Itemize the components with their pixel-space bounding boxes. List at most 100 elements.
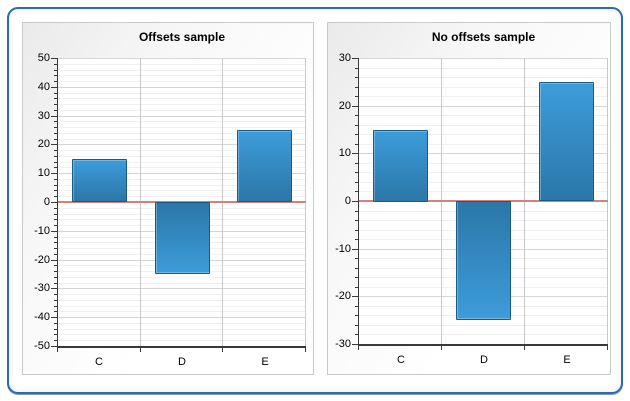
y-minor-tick bbox=[355, 125, 358, 126]
y-major-tick bbox=[51, 87, 57, 88]
y-axis-label: 20 bbox=[37, 138, 50, 150]
y-minor-tick bbox=[54, 306, 57, 307]
major-gridline bbox=[58, 116, 306, 117]
y-axis-label: 20 bbox=[338, 100, 351, 112]
y-minor-tick bbox=[54, 75, 57, 76]
minor-gridline bbox=[58, 156, 306, 157]
y-minor-tick bbox=[54, 214, 57, 215]
chart-title: Offsets sample bbox=[138, 30, 226, 44]
y-major-tick bbox=[352, 201, 358, 202]
y-major-tick bbox=[352, 58, 358, 59]
y-minor-tick bbox=[54, 196, 57, 197]
minor-gridline bbox=[359, 87, 608, 88]
y-minor-tick bbox=[355, 325, 358, 326]
y-minor-tick bbox=[54, 208, 57, 209]
y-minor-tick bbox=[54, 283, 57, 284]
x-axis-tick bbox=[305, 348, 306, 352]
bar-E[interactable] bbox=[237, 130, 292, 202]
minor-gridline bbox=[58, 133, 306, 134]
major-gridline bbox=[58, 288, 306, 289]
minor-gridline bbox=[58, 81, 306, 82]
y-minor-tick bbox=[355, 191, 358, 192]
y-minor-tick bbox=[355, 77, 358, 78]
x-axis-label: D bbox=[480, 354, 488, 366]
minor-gridline bbox=[58, 139, 306, 140]
y-minor-tick bbox=[355, 68, 358, 69]
minor-gridline bbox=[359, 172, 608, 173]
y-minor-tick bbox=[355, 172, 358, 173]
y-minor-tick bbox=[355, 144, 358, 145]
y-minor-tick bbox=[54, 254, 57, 255]
minor-gridline bbox=[359, 96, 608, 97]
major-gridline bbox=[58, 317, 306, 318]
x-axis-label: E bbox=[261, 356, 269, 368]
y-minor-tick bbox=[54, 156, 57, 157]
minor-gridline bbox=[58, 179, 306, 180]
minor-gridline bbox=[58, 283, 306, 284]
plot-area bbox=[359, 58, 608, 344]
major-gridline bbox=[359, 106, 608, 107]
y-major-tick bbox=[51, 116, 57, 117]
y-minor-tick bbox=[355, 134, 358, 135]
minor-gridline bbox=[58, 104, 306, 105]
x-axis-tick bbox=[140, 348, 141, 352]
bar-E[interactable] bbox=[539, 82, 594, 201]
y-minor-tick bbox=[54, 265, 57, 266]
minor-gridline bbox=[58, 98, 306, 99]
y-axis-label: -20 bbox=[34, 254, 50, 266]
minor-gridline bbox=[58, 167, 306, 168]
y-minor-tick bbox=[54, 311, 57, 312]
y-minor-tick bbox=[355, 258, 358, 259]
minor-gridline bbox=[359, 182, 608, 183]
y-minor-tick bbox=[54, 225, 57, 226]
bar-D[interactable] bbox=[155, 202, 210, 274]
y-axis-label: 50 bbox=[37, 52, 50, 64]
y-minor-tick bbox=[54, 277, 57, 278]
y-minor-tick bbox=[355, 163, 358, 164]
major-gridline bbox=[58, 58, 306, 59]
minor-gridline bbox=[58, 93, 306, 94]
minor-gridline bbox=[58, 294, 306, 295]
minor-gridline bbox=[359, 115, 608, 116]
y-minor-tick bbox=[355, 277, 358, 278]
y-minor-tick bbox=[54, 334, 57, 335]
y-axis-label: -10 bbox=[335, 243, 351, 255]
y-minor-tick bbox=[355, 287, 358, 288]
y-minor-tick bbox=[54, 271, 57, 272]
y-axis-label: -30 bbox=[34, 282, 50, 294]
y-minor-tick bbox=[54, 133, 57, 134]
minor-gridline bbox=[359, 125, 608, 126]
bar-D[interactable] bbox=[456, 201, 511, 320]
y-minor-tick bbox=[355, 211, 358, 212]
minor-gridline bbox=[58, 190, 306, 191]
plot-area bbox=[58, 58, 306, 346]
bar-C[interactable] bbox=[373, 130, 428, 202]
x-axis-label: E bbox=[563, 354, 571, 366]
minor-gridline bbox=[58, 277, 306, 278]
minor-gridline bbox=[359, 68, 608, 69]
y-minor-tick bbox=[54, 340, 57, 341]
y-axis-label: 40 bbox=[37, 81, 50, 93]
chart-panel-offsets-sample: Offsets sample 50 40 30 20 10 0 -10 -20 -30 -40 -5… bbox=[22, 22, 314, 375]
y-major-tick bbox=[352, 296, 358, 297]
y-minor-tick bbox=[54, 294, 57, 295]
y-minor-tick bbox=[355, 334, 358, 335]
y-minor-tick bbox=[355, 315, 358, 316]
y-axis-line bbox=[57, 58, 58, 347]
minor-gridline bbox=[359, 144, 608, 145]
bar-C[interactable] bbox=[72, 159, 127, 202]
y-minor-tick bbox=[54, 104, 57, 105]
major-gridline bbox=[359, 153, 608, 154]
y-major-tick bbox=[51, 231, 57, 232]
y-major-tick bbox=[352, 153, 358, 154]
minor-gridline bbox=[58, 121, 306, 122]
x-axis-label: D bbox=[178, 356, 186, 368]
y-minor-tick bbox=[54, 98, 57, 99]
y-minor-tick bbox=[54, 329, 57, 330]
minor-gridline bbox=[58, 306, 306, 307]
major-gridline bbox=[58, 87, 306, 88]
x-axis-tick bbox=[524, 346, 525, 350]
x-axis-tick bbox=[441, 346, 442, 350]
y-minor-tick bbox=[355, 115, 358, 116]
